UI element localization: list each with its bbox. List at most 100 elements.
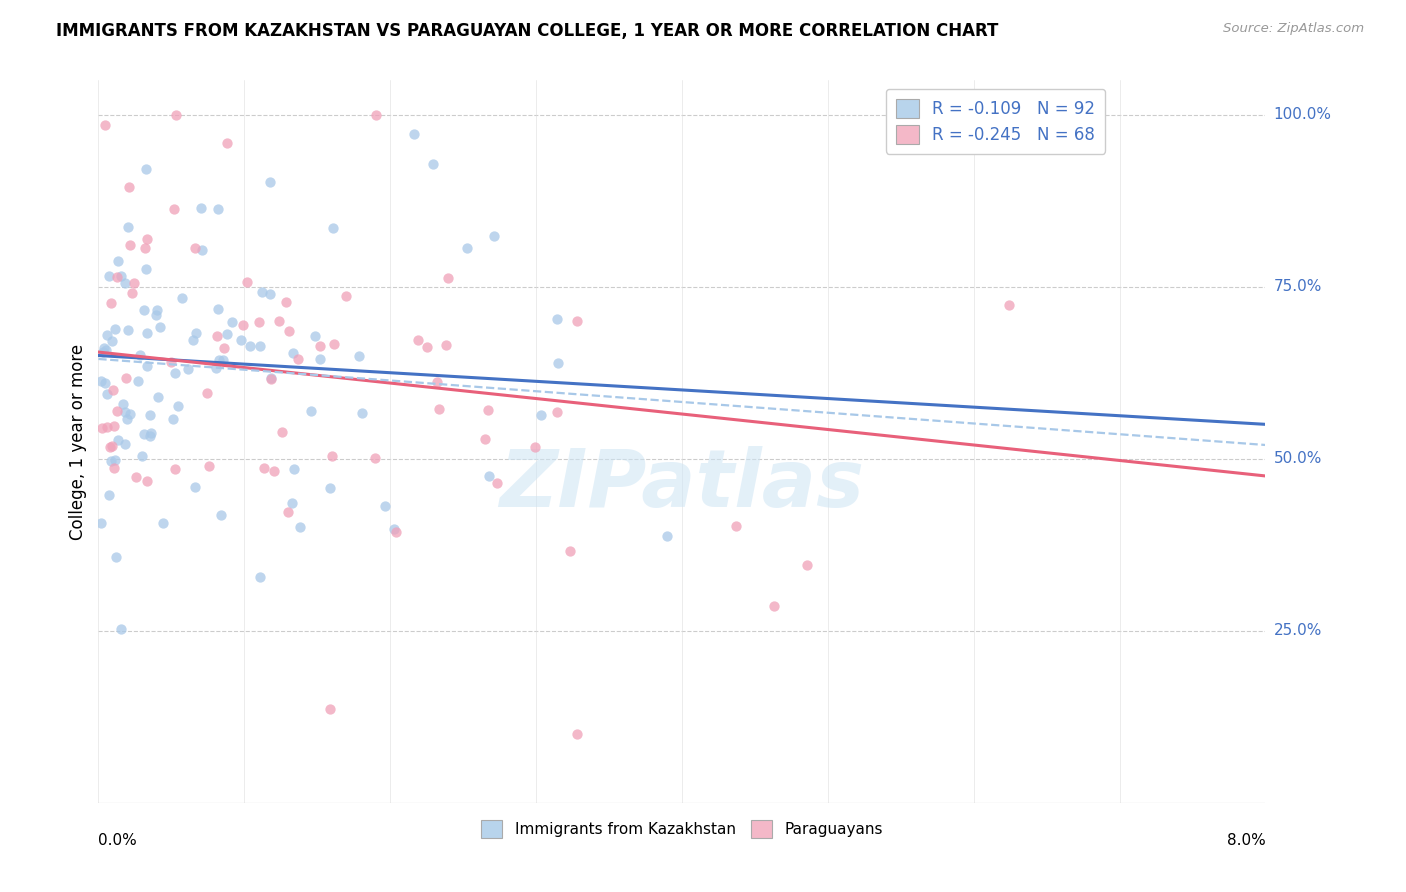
Point — [456, 241, 478, 255]
Point — [184, 480, 207, 494]
Point — [103, 418, 125, 433]
Point — [105, 270, 128, 285]
Point — [277, 324, 299, 338]
Point — [283, 462, 305, 476]
Point — [249, 339, 271, 353]
Point — [96, 328, 118, 343]
Point — [221, 315, 243, 329]
Point — [762, 599, 785, 613]
Point — [209, 508, 232, 522]
Point — [148, 390, 170, 404]
Point — [215, 327, 238, 342]
Point — [277, 505, 299, 519]
Point — [167, 399, 190, 413]
Point — [121, 285, 143, 300]
Point — [547, 356, 569, 370]
Point — [259, 286, 281, 301]
Point — [281, 345, 304, 359]
Point — [217, 136, 239, 151]
Point — [567, 727, 589, 741]
Point — [207, 301, 229, 316]
Point — [163, 462, 186, 476]
Text: 25.0%: 25.0% — [1274, 624, 1322, 639]
Point — [197, 458, 219, 473]
Point — [253, 461, 276, 475]
Point — [335, 289, 357, 303]
Point — [90, 516, 112, 531]
Point — [287, 351, 309, 366]
Point — [118, 237, 141, 252]
Point — [132, 302, 155, 317]
Point — [145, 308, 167, 322]
Point — [149, 319, 172, 334]
Point — [267, 314, 290, 328]
Point — [122, 277, 145, 291]
Point — [208, 352, 231, 367]
Point — [474, 432, 496, 446]
Point — [134, 241, 156, 255]
Point — [406, 333, 429, 347]
Y-axis label: College, 1 year or more: College, 1 year or more — [69, 343, 87, 540]
Point — [422, 157, 444, 171]
Point — [309, 352, 332, 367]
Point — [163, 366, 186, 380]
Point — [530, 408, 553, 422]
Point — [207, 202, 229, 216]
Point — [103, 461, 125, 475]
Point — [997, 298, 1019, 312]
Point — [239, 338, 262, 352]
Point — [263, 463, 285, 477]
Point — [252, 285, 274, 300]
Point — [565, 314, 588, 328]
Point — [114, 405, 136, 419]
Text: 100.0%: 100.0% — [1274, 107, 1331, 122]
Point — [524, 440, 547, 454]
Text: 50.0%: 50.0% — [1274, 451, 1322, 467]
Text: ZIPatlas: ZIPatlas — [499, 446, 865, 524]
Point — [114, 436, 136, 450]
Point — [165, 108, 187, 122]
Point — [162, 412, 184, 426]
Point — [402, 127, 425, 141]
Point — [110, 268, 132, 283]
Text: Source: ZipAtlas.com: Source: ZipAtlas.com — [1223, 22, 1364, 36]
Point — [352, 406, 374, 420]
Point — [94, 119, 117, 133]
Point — [93, 342, 115, 356]
Point — [195, 385, 218, 400]
Point — [125, 470, 148, 484]
Point — [136, 326, 159, 340]
Point — [141, 425, 163, 440]
Point — [93, 376, 115, 390]
Point — [97, 268, 120, 283]
Point — [90, 374, 112, 388]
Point — [434, 337, 457, 351]
Point — [485, 475, 508, 490]
Point — [385, 524, 408, 539]
Point — [318, 702, 340, 716]
Point — [172, 292, 194, 306]
Point — [118, 407, 141, 421]
Point — [104, 549, 127, 564]
Point — [135, 232, 157, 246]
Point — [205, 328, 228, 343]
Point — [135, 161, 157, 176]
Point — [205, 361, 228, 376]
Point — [290, 519, 312, 533]
Point — [299, 403, 322, 417]
Point — [139, 429, 162, 443]
Point — [117, 323, 139, 337]
Point — [211, 352, 233, 367]
Point — [319, 481, 342, 495]
Point — [118, 180, 141, 194]
Point — [129, 348, 152, 362]
Point — [104, 452, 127, 467]
Point — [96, 387, 118, 401]
Point — [114, 277, 136, 291]
Point — [724, 519, 747, 533]
Legend: Immigrants from Kazakhstan, Paraguayans: Immigrants from Kazakhstan, Paraguayans — [474, 813, 890, 846]
Point — [382, 522, 405, 536]
Point — [477, 403, 499, 417]
Point — [247, 315, 270, 329]
Point — [96, 420, 118, 434]
